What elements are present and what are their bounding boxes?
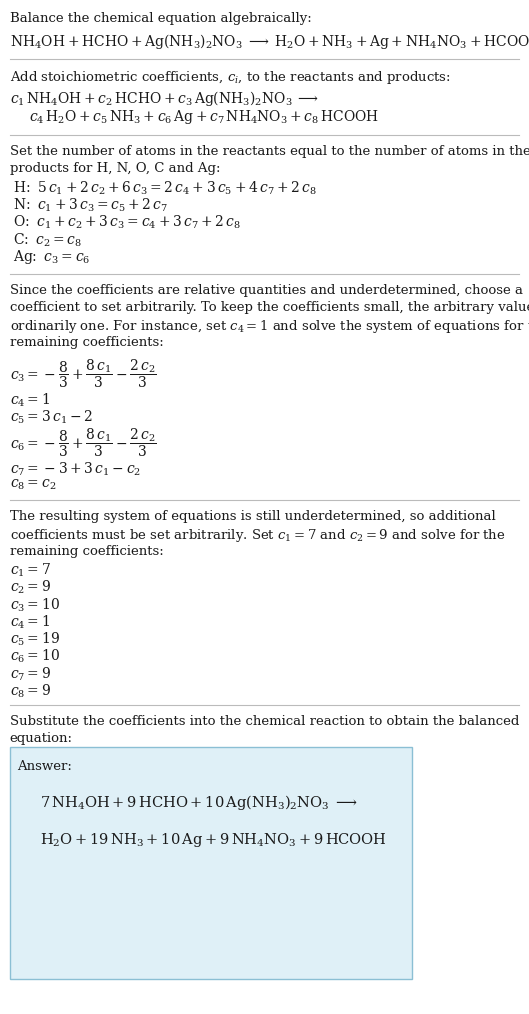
Text: ordinarily one. For instance, set $c_4 = 1$ and solve the system of equations fo: ordinarily one. For instance, set $c_4 =… xyxy=(10,318,529,336)
Text: Substitute the coefficients into the chemical reaction to obtain the balanced: Substitute the coefficients into the che… xyxy=(10,715,519,728)
Text: $\mathrm{NH_4OH + HCHO + Ag(NH_3)_2NO_3 \; \longrightarrow \; H_2O + NH_3 + Ag +: $\mathrm{NH_4OH + HCHO + Ag(NH_3)_2NO_3 … xyxy=(10,32,529,52)
Text: Balance the chemical equation algebraically:: Balance the chemical equation algebraica… xyxy=(10,12,311,25)
Text: $c_1\,\mathrm{NH_4OH} + c_2\,\mathrm{HCHO} + c_3\,\mathrm{Ag(NH_3)_2NO_3} \;\lon: $c_1\,\mathrm{NH_4OH} + c_2\,\mathrm{HCH… xyxy=(10,89,319,108)
Text: remaining coefficients:: remaining coefficients: xyxy=(10,545,163,558)
Text: $c_4 = 1$: $c_4 = 1$ xyxy=(10,613,50,631)
Text: $c_8 = c_2$: $c_8 = c_2$ xyxy=(10,478,56,492)
Text: $\mathrm{O}\text{:}\;\; c_1 + c_2 + 3\,c_3 = c_4 + 3\,c_7 + 2\,c_8$: $\mathrm{O}\text{:}\;\; c_1 + c_2 + 3\,c… xyxy=(13,214,241,231)
Text: $\mathrm{H}\text{:}\;\; 5\,c_1 + 2\,c_2 + 6\,c_3 = 2\,c_4 + 3\,c_5 + 4\,c_7 + 2\: $\mathrm{H}\text{:}\;\; 5\,c_1 + 2\,c_2 … xyxy=(13,179,317,197)
Text: $c_7 = 9$: $c_7 = 9$ xyxy=(10,665,51,682)
Text: Answer:: Answer: xyxy=(17,760,72,774)
Text: products for H, N, O, C and Ag:: products for H, N, O, C and Ag: xyxy=(10,162,220,175)
Text: coefficients must be set arbitrarily. Set $c_1 = 7$ and $c_2 = 9$ and solve for : coefficients must be set arbitrarily. Se… xyxy=(10,527,505,545)
Text: $c_8 = 9$: $c_8 = 9$ xyxy=(10,682,51,700)
Text: $c_3 = 10$: $c_3 = 10$ xyxy=(10,596,59,613)
Text: $\mathrm{H_2O} + 19\,\mathrm{NH_3} + 10\,\mathrm{Ag} + 9\,\mathrm{NH_4NO_3} + 9\: $\mathrm{H_2O} + 19\,\mathrm{NH_3} + 10\… xyxy=(40,831,387,850)
Text: The resulting system of equations is still underdetermined, so additional: The resulting system of equations is sti… xyxy=(10,510,495,523)
Text: $7\,\mathrm{NH_4OH} + 9\,\mathrm{HCHO} + 10\,\mathrm{Ag(NH_3)_2NO_3} \;\longrigh: $7\,\mathrm{NH_4OH} + 9\,\mathrm{HCHO} +… xyxy=(40,793,358,812)
Text: $c_6 = -\dfrac{8}{3} + \dfrac{8\,c_1}{3} - \dfrac{2\,c_2}{3}$: $c_6 = -\dfrac{8}{3} + \dfrac{8\,c_1}{3}… xyxy=(10,426,157,458)
Text: $c_4\,\mathrm{H_2O} + c_5\,\mathrm{NH_3} + c_6\,\mathrm{Ag} + c_7\,\mathrm{NH_4N: $c_4\,\mathrm{H_2O} + c_5\,\mathrm{NH_3}… xyxy=(29,108,379,127)
Text: $c_3 = -\dfrac{8}{3} + \dfrac{8\,c_1}{3} - \dfrac{2\,c_2}{3}$: $c_3 = -\dfrac{8}{3} + \dfrac{8\,c_1}{3}… xyxy=(10,357,157,389)
Text: $c_5 = 3\,c_1 - 2$: $c_5 = 3\,c_1 - 2$ xyxy=(10,409,93,426)
Text: Set the number of atoms in the reactants equal to the number of atoms in the: Set the number of atoms in the reactants… xyxy=(10,145,529,158)
Text: $c_2 = 9$: $c_2 = 9$ xyxy=(10,579,51,596)
Text: $c_4 = 1$: $c_4 = 1$ xyxy=(10,391,50,409)
Text: Add stoichiometric coefficients, $c_i$, to the reactants and products:: Add stoichiometric coefficients, $c_i$, … xyxy=(10,69,450,86)
Text: remaining coefficients:: remaining coefficients: xyxy=(10,336,163,349)
Text: coefficient to set arbitrarily. To keep the coefficients small, the arbitrary va: coefficient to set arbitrarily. To keep … xyxy=(10,301,529,314)
Text: $c_1 = 7$: $c_1 = 7$ xyxy=(10,562,51,579)
Text: equation:: equation: xyxy=(10,732,72,745)
Text: $\mathrm{Ag}\text{:}\;\; c_3 = c_6$: $\mathrm{Ag}\text{:}\;\; c_3 = c_6$ xyxy=(13,248,91,267)
Text: $c_5 = 19$: $c_5 = 19$ xyxy=(10,631,59,648)
Text: $c_6 = 10$: $c_6 = 10$ xyxy=(10,648,59,665)
Text: $\mathrm{N}\text{:}\;\; c_1 + 3\,c_3 = c_5 + 2\,c_7$: $\mathrm{N}\text{:}\;\; c_1 + 3\,c_3 = c… xyxy=(13,197,168,214)
Text: Since the coefficients are relative quantities and underdetermined, choose a: Since the coefficients are relative quan… xyxy=(10,284,523,297)
Text: $c_7 = -3 + 3\,c_1 - c_2$: $c_7 = -3 + 3\,c_1 - c_2$ xyxy=(10,460,141,478)
FancyBboxPatch shape xyxy=(10,747,412,979)
Text: $\mathrm{C}\text{:}\;\; c_2 = c_8$: $\mathrm{C}\text{:}\;\; c_2 = c_8$ xyxy=(13,231,83,248)
